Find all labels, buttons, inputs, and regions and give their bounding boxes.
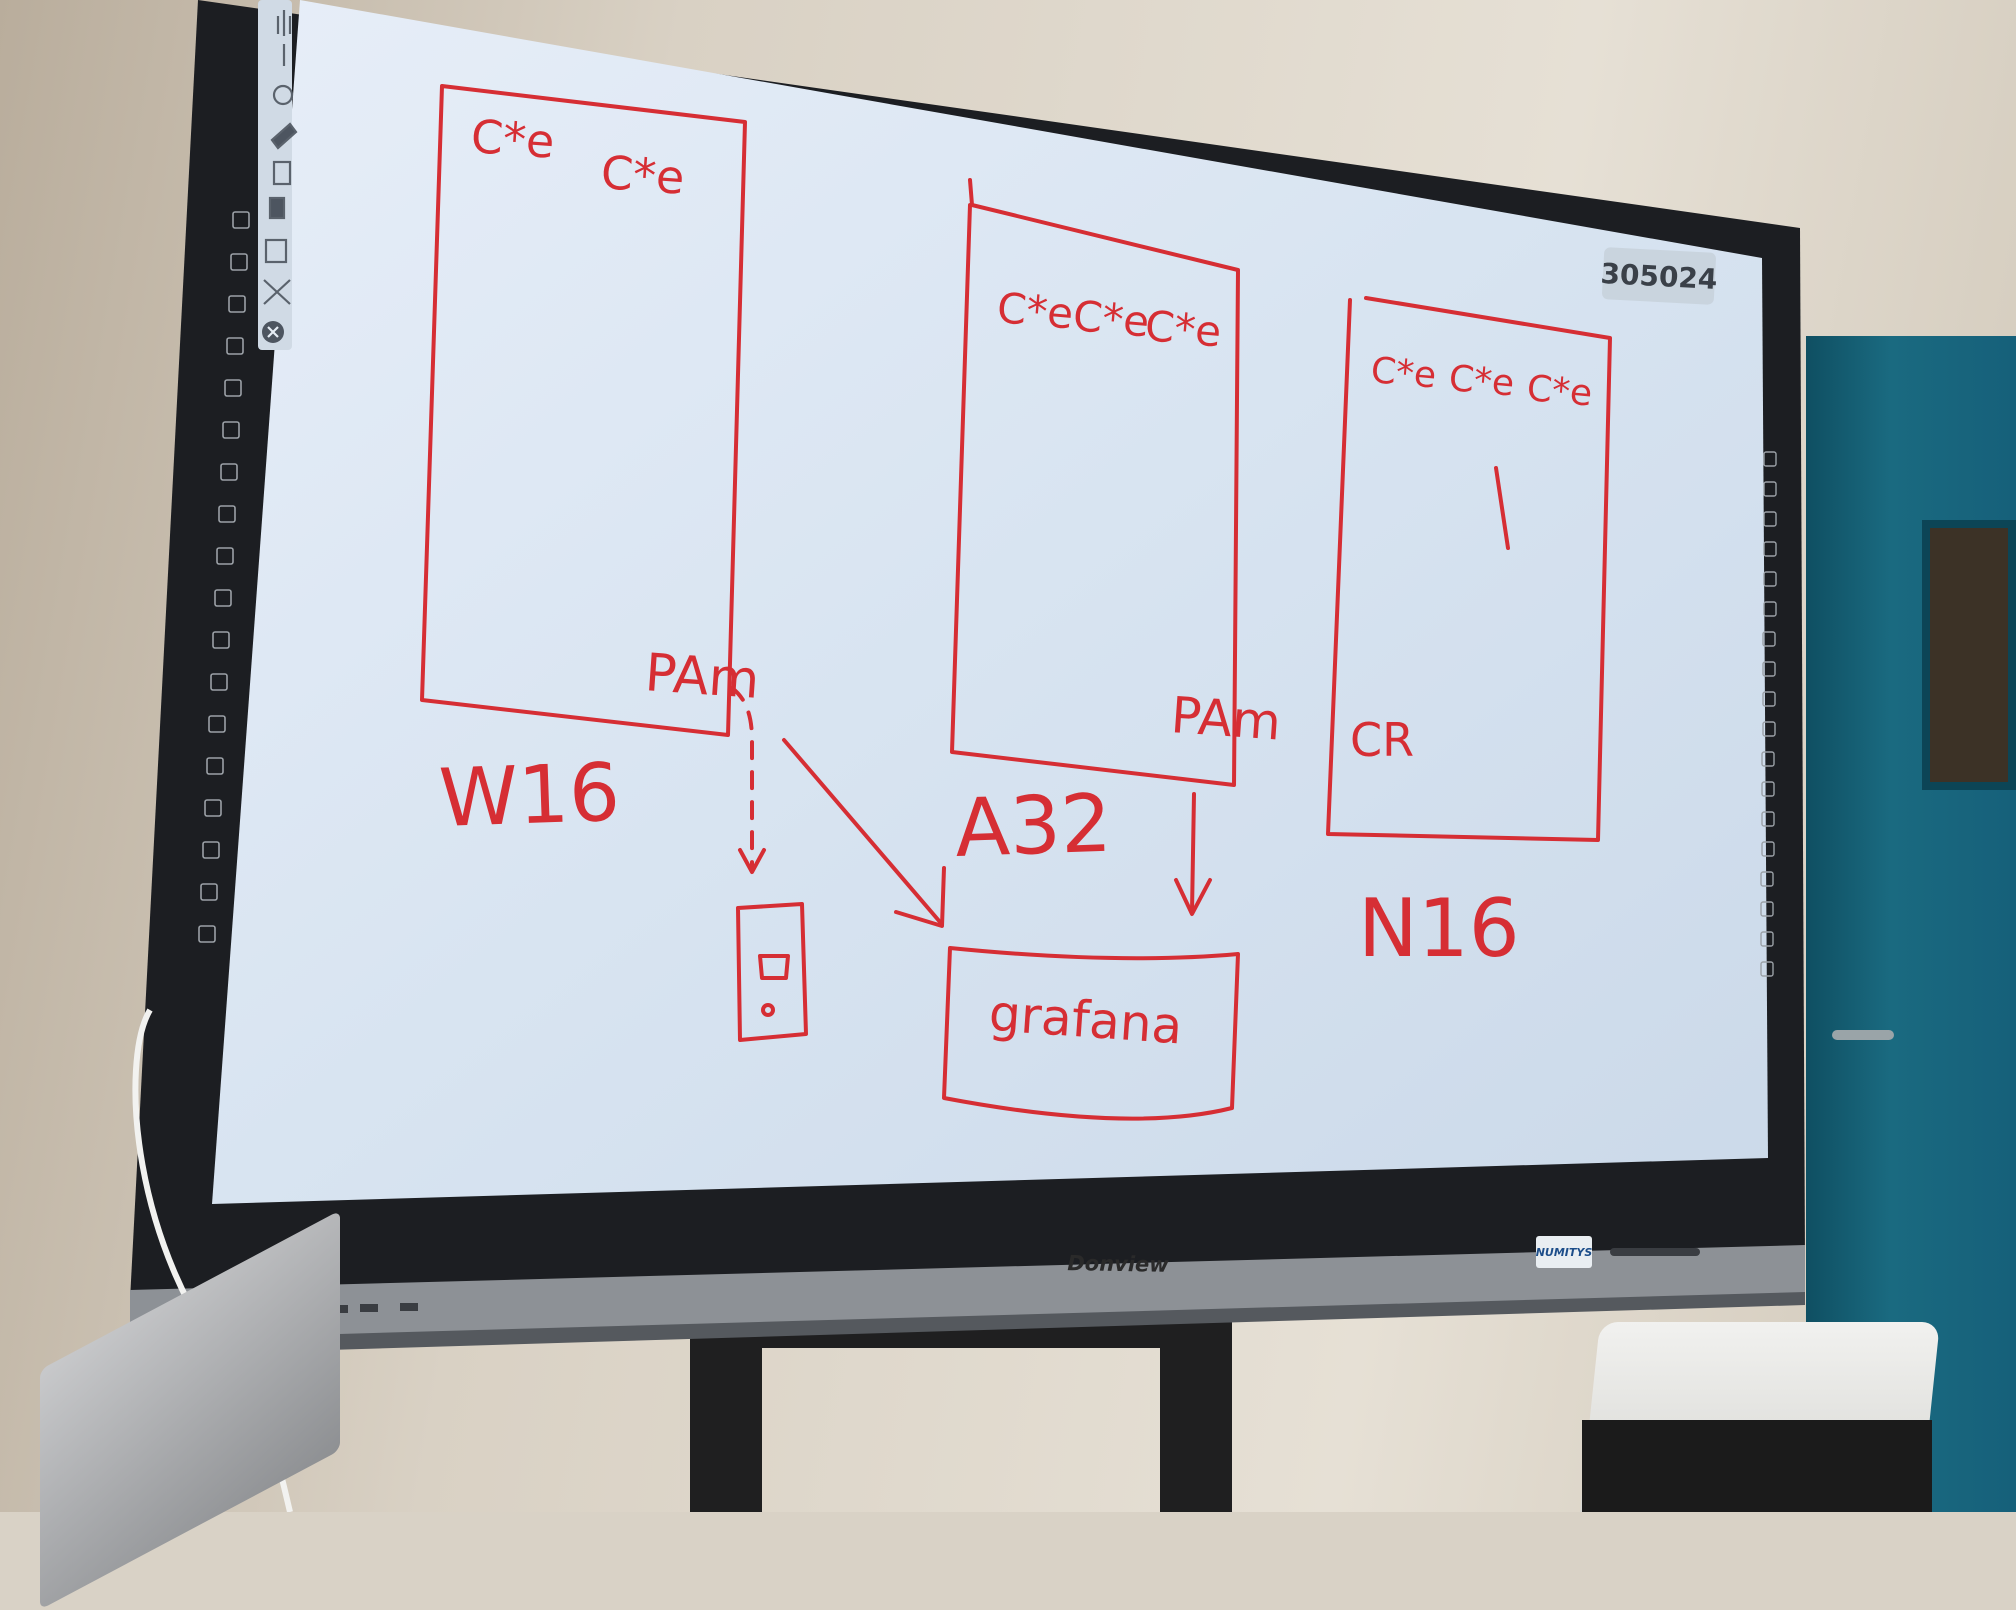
settings-icon[interactable] [264, 238, 288, 264]
side-button[interactable] [1761, 841, 1775, 857]
box-label: W16 [437, 746, 621, 845]
side-button[interactable] [214, 589, 232, 607]
side-button[interactable] [1761, 751, 1775, 767]
side-button[interactable] [222, 421, 240, 439]
box-a32 [950, 178, 1240, 787]
side-button[interactable] [204, 799, 222, 817]
cstar-mark: C*e [1447, 358, 1516, 405]
interactive-display: C*e C*e C*e C*e C*e C*e C*e C*e PAm PAm … [130, 0, 1805, 1512]
side-button[interactable] [232, 211, 250, 229]
device-box [736, 902, 808, 1042]
dashed-arrow [730, 686, 754, 868]
arrow-a32-grafana [1190, 792, 1196, 914]
side-buttons-right [1760, 451, 1777, 977]
add-page-icon[interactable] [272, 160, 292, 186]
side-button[interactable] [1762, 721, 1776, 737]
side-button[interactable] [1760, 901, 1774, 917]
hdmi-port[interactable] [360, 1304, 378, 1312]
door-window [1922, 520, 2016, 790]
device-screen [758, 954, 790, 980]
side-button[interactable] [210, 673, 228, 691]
side-button[interactable] [1760, 961, 1774, 977]
display-svg: C*e C*e C*e C*e C*e C*e C*e C*e PAm PAm … [130, 0, 1805, 1512]
box-corner-note: CR [1350, 713, 1414, 767]
box-corner-note: PAm [643, 643, 761, 711]
side-button[interactable] [1763, 541, 1777, 557]
cstar-mark: C*e [1369, 350, 1438, 397]
side-button[interactable] [198, 925, 216, 943]
handwriting [420, 84, 1612, 1121]
side-button[interactable] [208, 715, 226, 733]
mark [1494, 466, 1510, 550]
side-button[interactable] [1763, 481, 1777, 497]
cstar-mark: C*e [1525, 368, 1594, 415]
side-button[interactable] [1762, 631, 1776, 647]
door-handle [1832, 1030, 1894, 1040]
box-n16 [1326, 296, 1612, 842]
side-button[interactable] [230, 253, 248, 271]
box-w16 [420, 84, 747, 737]
hand-icon[interactable] [276, 10, 292, 36]
side-button[interactable] [216, 547, 234, 565]
side-button[interactable] [1763, 601, 1777, 617]
side-button[interactable] [1762, 691, 1776, 707]
grafana-label: grafana [987, 984, 1184, 1055]
device-button [761, 1003, 775, 1017]
cstar-mark: C*e [995, 283, 1075, 338]
hdmi-port[interactable] [400, 1303, 418, 1311]
side-button[interactable] [202, 841, 220, 859]
side-button[interactable] [226, 337, 244, 355]
cstar-mark: C*e [599, 145, 686, 205]
brush-icon[interactable] [272, 84, 294, 106]
arrowhead-w16 [894, 866, 946, 928]
cstar-mark: C*e [469, 109, 556, 169]
side-button[interactable] [1763, 571, 1777, 587]
side-button[interactable] [220, 463, 238, 481]
dashed-arrowhead [738, 848, 766, 874]
side-button[interactable] [212, 631, 230, 649]
page-icon[interactable] [268, 196, 286, 220]
bin-bag [1582, 1420, 1932, 1512]
side-button[interactable] [1762, 661, 1776, 677]
cstar-mark: C*e [1143, 301, 1223, 356]
box-label: N16 [1358, 882, 1520, 975]
side-button[interactable] [1760, 931, 1774, 947]
toolbar [262, 10, 298, 343]
arrowhead-a32 [1174, 878, 1212, 916]
page-counter: 305024 [1600, 247, 1718, 305]
display-bottom-frame [130, 1245, 1805, 1355]
side-buttons-left [198, 211, 250, 943]
cstar-mark: C*e [1071, 291, 1151, 346]
display-bottom-edge [130, 1292, 1805, 1356]
side-button[interactable] [1760, 871, 1774, 887]
side-button[interactable] [206, 757, 224, 775]
side-button[interactable] [1763, 511, 1777, 527]
box-corner-note: PAm [1169, 686, 1283, 752]
side-button[interactable] [224, 379, 242, 397]
numitys-badge: NUMITYS [1536, 1236, 1592, 1268]
side-button[interactable] [1761, 781, 1775, 797]
box-label: A32 [953, 777, 1113, 875]
grafana-box [942, 946, 1240, 1121]
brand-logo: Donview [1067, 1251, 1169, 1277]
side-button[interactable] [1763, 451, 1777, 467]
side-button[interactable] [218, 505, 236, 523]
arrow-w16-grafana [782, 738, 942, 924]
side-button[interactable] [228, 295, 246, 313]
side-button[interactable] [1761, 811, 1775, 827]
side-button[interactable] [200, 883, 218, 901]
eraser-icon[interactable] [270, 122, 298, 150]
handwritten-text: C*e C*e C*e C*e C*e C*e C*e C*e PAm PAm … [437, 109, 1593, 1055]
tools-icon[interactable] [263, 279, 291, 305]
